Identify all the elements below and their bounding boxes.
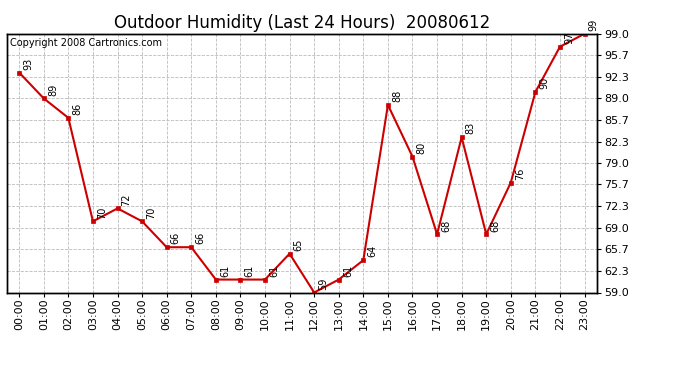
Title: Outdoor Humidity (Last 24 Hours)  20080612: Outdoor Humidity (Last 24 Hours) 2008061…: [114, 14, 490, 32]
Text: 61: 61: [244, 264, 255, 277]
Text: 89: 89: [48, 83, 58, 96]
Text: 93: 93: [23, 57, 33, 70]
Text: 64: 64: [368, 245, 377, 257]
Text: 61: 61: [269, 264, 279, 277]
Text: 66: 66: [195, 232, 206, 244]
Text: 99: 99: [589, 19, 599, 31]
Text: 70: 70: [146, 206, 156, 219]
Text: 66: 66: [171, 232, 181, 244]
Text: 83: 83: [466, 122, 476, 135]
Text: 61: 61: [220, 264, 230, 277]
Text: 61: 61: [343, 264, 353, 277]
Text: 80: 80: [417, 142, 426, 154]
Text: 97: 97: [564, 32, 574, 44]
Text: 90: 90: [540, 77, 549, 89]
Text: Copyright 2008 Cartronics.com: Copyright 2008 Cartronics.com: [10, 38, 162, 48]
Text: 86: 86: [72, 103, 83, 115]
Text: 88: 88: [392, 90, 402, 102]
Text: 65: 65: [294, 238, 304, 251]
Text: 72: 72: [121, 193, 132, 206]
Text: 59: 59: [318, 278, 328, 290]
Text: 68: 68: [441, 219, 451, 231]
Text: 76: 76: [515, 167, 525, 180]
Text: 68: 68: [491, 219, 500, 231]
Text: 70: 70: [97, 206, 107, 219]
